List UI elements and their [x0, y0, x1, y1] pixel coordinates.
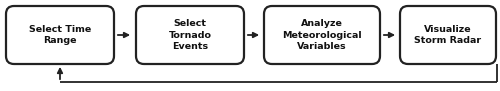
Text: Analyze
Meteorological
Variables: Analyze Meteorological Variables [282, 19, 362, 51]
FancyBboxPatch shape [264, 6, 380, 64]
FancyBboxPatch shape [136, 6, 244, 64]
FancyBboxPatch shape [6, 6, 114, 64]
Text: Select Time
Range: Select Time Range [29, 25, 91, 45]
FancyBboxPatch shape [400, 6, 496, 64]
Text: Select
Tornado
Events: Select Tornado Events [168, 19, 212, 51]
Text: Visualize
Storm Radar: Visualize Storm Radar [414, 25, 482, 45]
